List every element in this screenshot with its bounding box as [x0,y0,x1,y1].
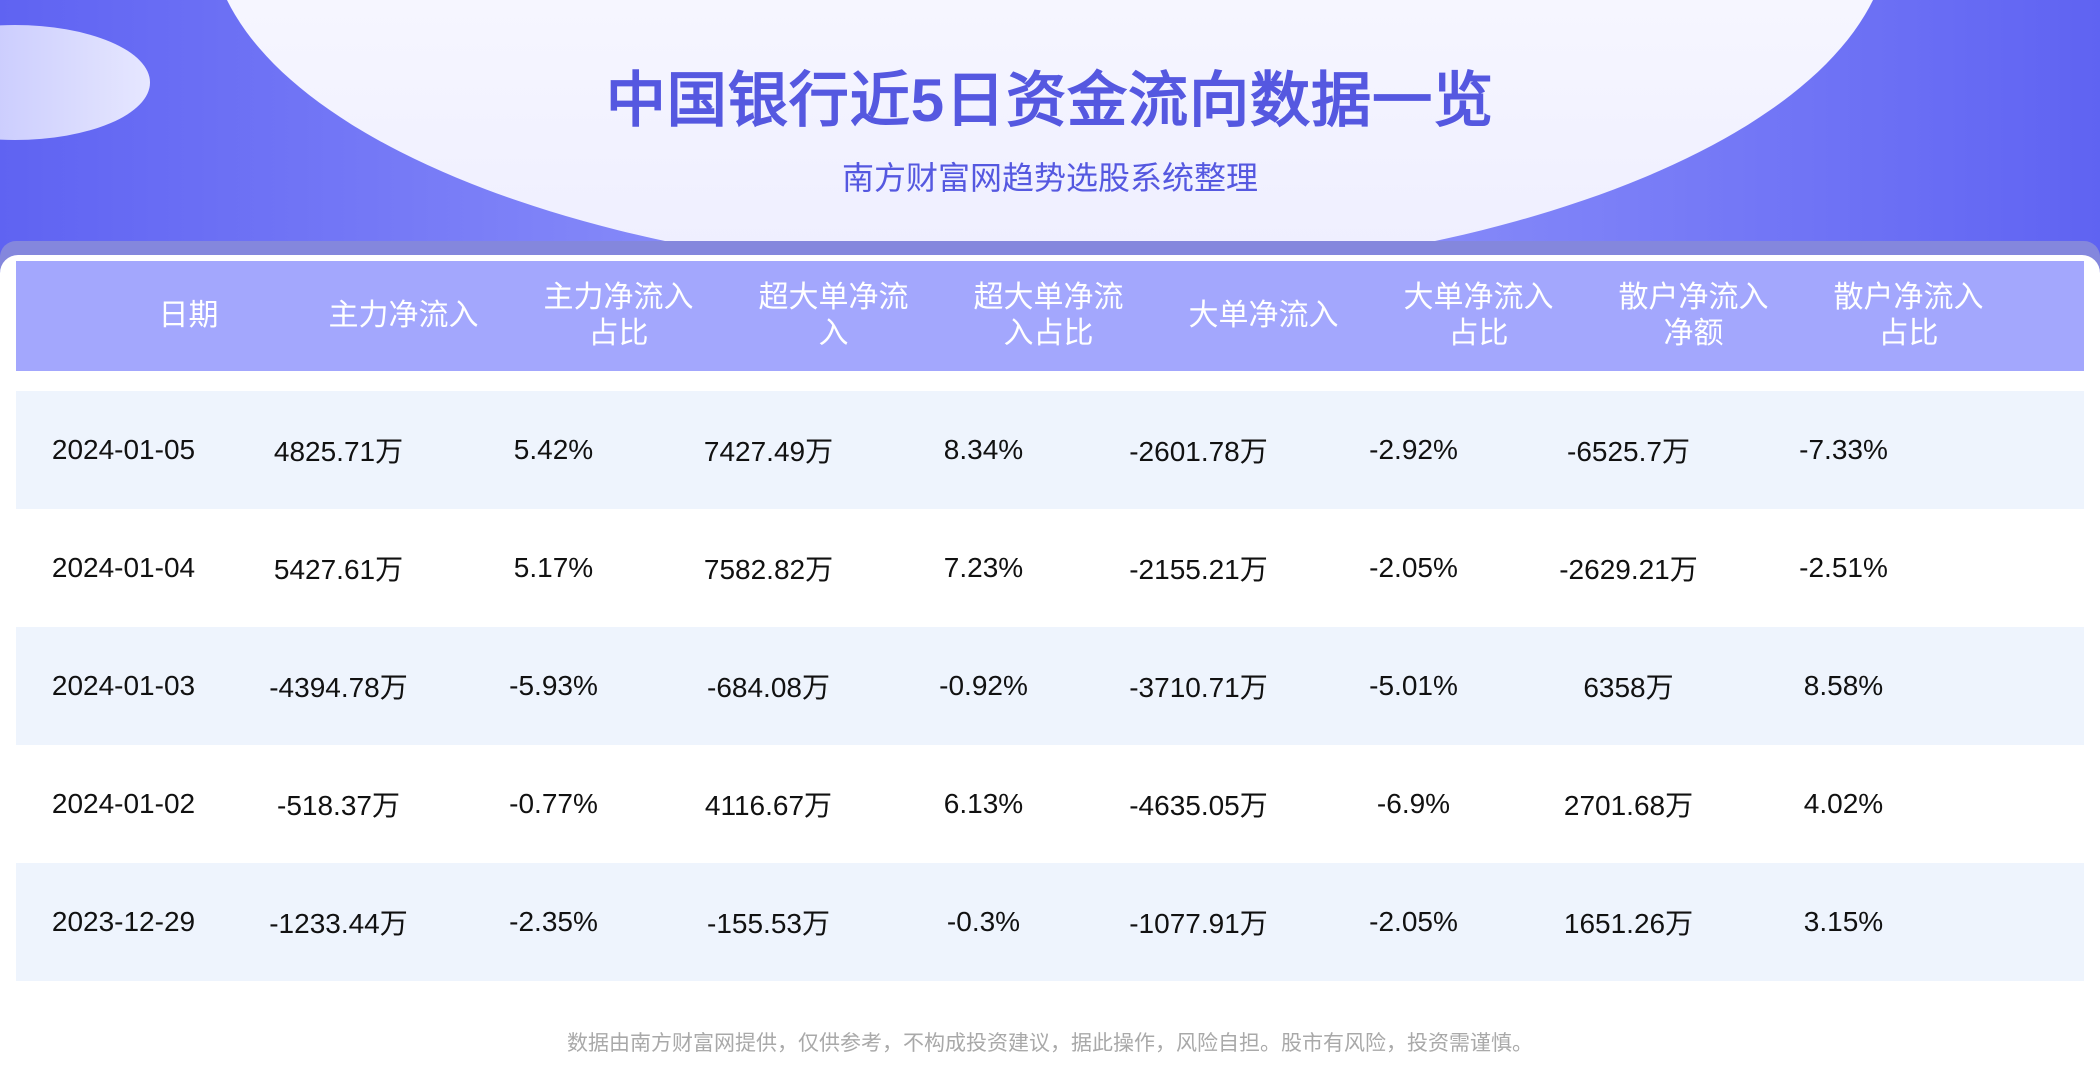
table-cell: 2024-01-03 [51,670,196,701]
table-cell: -2.51% [1799,552,1888,583]
table-cell: 6.13% [943,788,1024,819]
column-header: 主力净流入占比 [543,281,694,350]
table-cell: 7427.49万 [703,436,834,467]
table-cell: -4394.78万 [269,672,408,703]
column-header: 大单净流入 [1188,299,1339,332]
table-cell: -6525.7万 [1567,436,1690,467]
table-cell: 5427.61万 [273,554,404,585]
table-cell: -5.93% [509,670,598,701]
page-subtitle: 南方财富网趋势选股系统整理 [841,160,1258,196]
table-cell: -1077.91万 [1129,908,1268,939]
table-cell: -518.37万 [277,790,400,821]
table-cell: -2155.21万 [1129,554,1268,585]
table-cell: 4.02% [1803,788,1884,819]
column-header: 主力净流入 [328,299,479,332]
table-cell: 7582.82万 [703,554,834,585]
table-cell: -2629.21万 [1559,554,1698,585]
table-cell: -4635.05万 [1129,790,1268,821]
table-row: 2023-12-29 -1233.44万 -2.35% -155.53万 -0.3% -1… [16,863,2084,981]
column-header: 日期 [158,299,219,332]
table-cell: 4825.71万 [273,436,404,467]
footer-disclaimer: 数据由南方财富网提供，仅供参考，不构成投资建议，据此操作，风险自担。股市有风险，… [567,1032,1533,1055]
table-cell: 8.58% [1803,670,1884,701]
table-cell: -2601.78万 [1129,436,1268,467]
table-cell: 2701.68万 [1563,790,1694,821]
table-row: 2024-01-02 -518.37万 -0.77% 4116.67万 6.13% -46… [16,745,2084,863]
table-cell: -684.08万 [707,672,830,703]
table-cell: 8.34% [943,434,1024,465]
table-cell: -1233.44万 [269,908,408,939]
header-ellipse [210,0,1890,280]
table-row: 2024-01-03 -4394.78万 -5.93% -684.08万 -0.92% -… [16,627,2084,745]
column-header: 散户净流入占比 [1833,281,1984,350]
table-cell: -2.92% [1369,434,1458,465]
table-cell: -2.05% [1369,906,1458,937]
table-cell: 1651.26万 [1563,908,1694,939]
column-header: 超大单净流入占比 [973,281,1124,350]
table-cell: -0.92% [939,670,1028,701]
table-cell: -6.9% [1376,788,1451,819]
column-header: 散户净流入净额 [1618,281,1769,350]
table-row: 2024-01-05 4825.71万 5.42% 7427.49万 8.34% -260… [16,391,2084,509]
table-cell: 4116.67万 [704,790,833,821]
table-cell: -0.77% [509,788,598,819]
page-title: 中国银行近5日资金流向数据一览 [605,67,1495,134]
column-header: 超大单净流入 [758,281,909,350]
table-cell: 5.17% [513,552,594,583]
table-header: 日期 主力净流入 主力净流入占比 超大单净流入 超大单净流入占比 大单净流入 大单净流入占比… [16,261,2084,371]
table-cell: -2.05% [1369,552,1458,583]
table-cell: -5.01% [1369,670,1458,701]
table-cell: -155.53万 [707,908,830,939]
table-cell: 2024-01-02 [51,788,196,819]
table-row: 2024-01-04 5427.61万 5.17% 7582.82万 7.23% -215… [16,509,2084,627]
table-cell: 5.42% [513,434,594,465]
table-cell: -7.33% [1799,434,1888,465]
table-cell: 6358万 [1583,672,1674,703]
table-cell: -0.3% [946,906,1021,937]
table-cell: -2.35% [509,906,598,937]
table-cell: 2023-12-29 [51,906,196,937]
column-header: 大单净流入占比 [1403,281,1554,350]
table-cell: -3710.71万 [1129,672,1268,703]
table-cell: 2024-01-04 [51,552,196,583]
table-cell: 7.23% [943,552,1024,583]
table-cell: 3.15% [1803,906,1884,937]
table-cell: 2024-01-05 [51,434,196,465]
